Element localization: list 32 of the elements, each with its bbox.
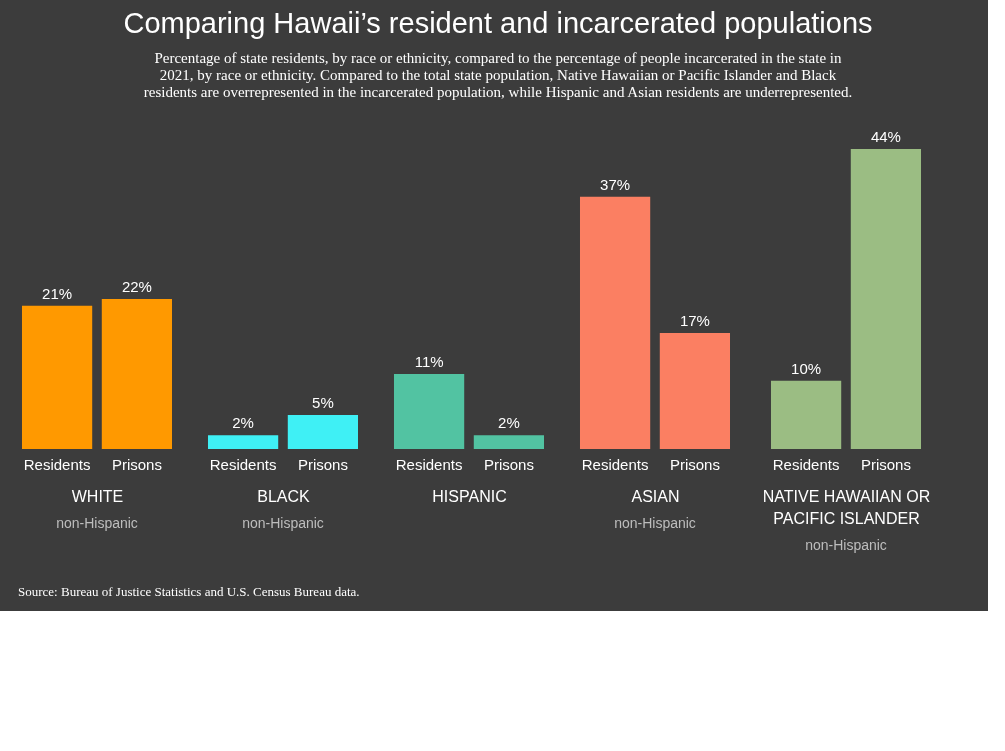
x-tick-label: Residents xyxy=(23,455,91,473)
x-tick-label: Prisons xyxy=(860,455,911,473)
x-axis-title: WHITE xyxy=(71,487,124,505)
x-tick-label: Residents xyxy=(209,455,277,473)
data-label: 37% xyxy=(600,175,631,193)
x-tick-label: Residents xyxy=(395,455,463,473)
data-label: 21% xyxy=(42,284,73,302)
x-tick-label: Prisons xyxy=(483,455,534,473)
data-label: 2% xyxy=(232,414,254,432)
data-label: 44% xyxy=(870,128,901,145)
x-axis-title: NATIVE HAWAIIAN OR PACIFIC ISLANDER xyxy=(762,487,931,527)
text: Percentage of state residents, by race or ethnicity, compared to the percentage of people incarcerated in the state in 2021, by race or ethnicity. Compared to the total state population, Native Hawaiian or Pacific Islander and Black residents are overrepresented in the incarcerated population, while Hispanic and Asian residents are underrepresented. xyxy=(143,50,853,100)
x-axis-title: BLACK xyxy=(257,487,311,505)
data-label: 22% xyxy=(121,278,152,295)
text: Comparing Hawaii’s resident and incarcerated populations xyxy=(123,7,873,39)
data-label: 17% xyxy=(679,312,710,330)
text: non-Hispanic xyxy=(242,515,324,531)
x-tick-label: Prisons xyxy=(297,455,348,473)
data-label: 5% xyxy=(312,393,334,411)
text: non-Hispanic xyxy=(56,515,138,531)
data-label: 10% xyxy=(791,359,822,377)
source-note: Source: Bureau of Justice Statistics and U.S. Census Bureau data. xyxy=(18,584,360,599)
x-tick-label: Prisons xyxy=(111,455,162,473)
x-axis-title: HISPANIC xyxy=(432,487,507,505)
x-axis-title: ASIAN xyxy=(631,487,680,505)
text: non-Hispanic xyxy=(805,537,887,553)
x-tick-label: Prisons xyxy=(669,455,720,473)
data-label: 11% xyxy=(414,353,444,370)
data-label: 2% xyxy=(498,414,520,432)
text: non-Hispanic xyxy=(614,515,696,531)
x-tick-label: Residents xyxy=(581,455,649,473)
x-tick-label: Residents xyxy=(772,455,840,473)
